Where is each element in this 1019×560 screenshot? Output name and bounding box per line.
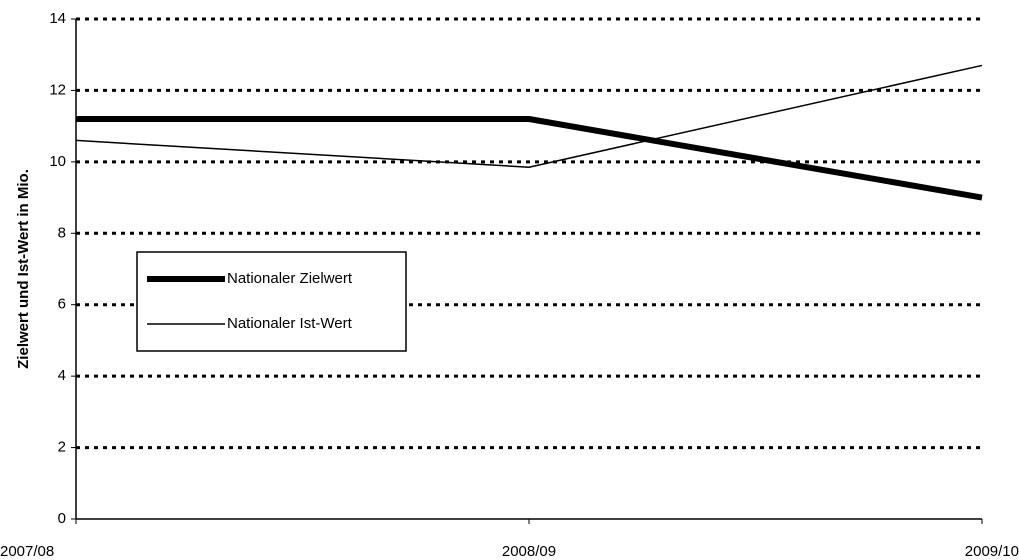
line-series: [76, 116, 983, 201]
y-tick-label: 0: [58, 510, 66, 527]
y-tick-label: 12: [49, 81, 66, 98]
x-tick-label: 2008/09: [502, 543, 556, 560]
x-tick-label: 2007/08: [0, 543, 54, 560]
legend-label: Nationaler Ist-Wert: [227, 315, 353, 332]
y-tick-label: 2: [58, 439, 66, 456]
y-tick-label: 10: [49, 153, 66, 170]
y-tick-label: 4: [58, 367, 66, 384]
x-tick-label: 2009/10: [965, 543, 1019, 560]
legend: Nationaler Zielwert Nationaler Ist-Wert: [136, 251, 407, 352]
y-tick-label: 6: [58, 296, 66, 313]
legend-box: [136, 251, 407, 352]
line-series: [75, 64, 983, 168]
legend-label: Nationaler Zielwert: [227, 270, 353, 287]
y-tick-label: 14: [49, 10, 66, 27]
y-axis-title: Zielwert und Ist-Wert in Mio.: [15, 169, 32, 369]
y-tick-label: 8: [58, 224, 66, 241]
